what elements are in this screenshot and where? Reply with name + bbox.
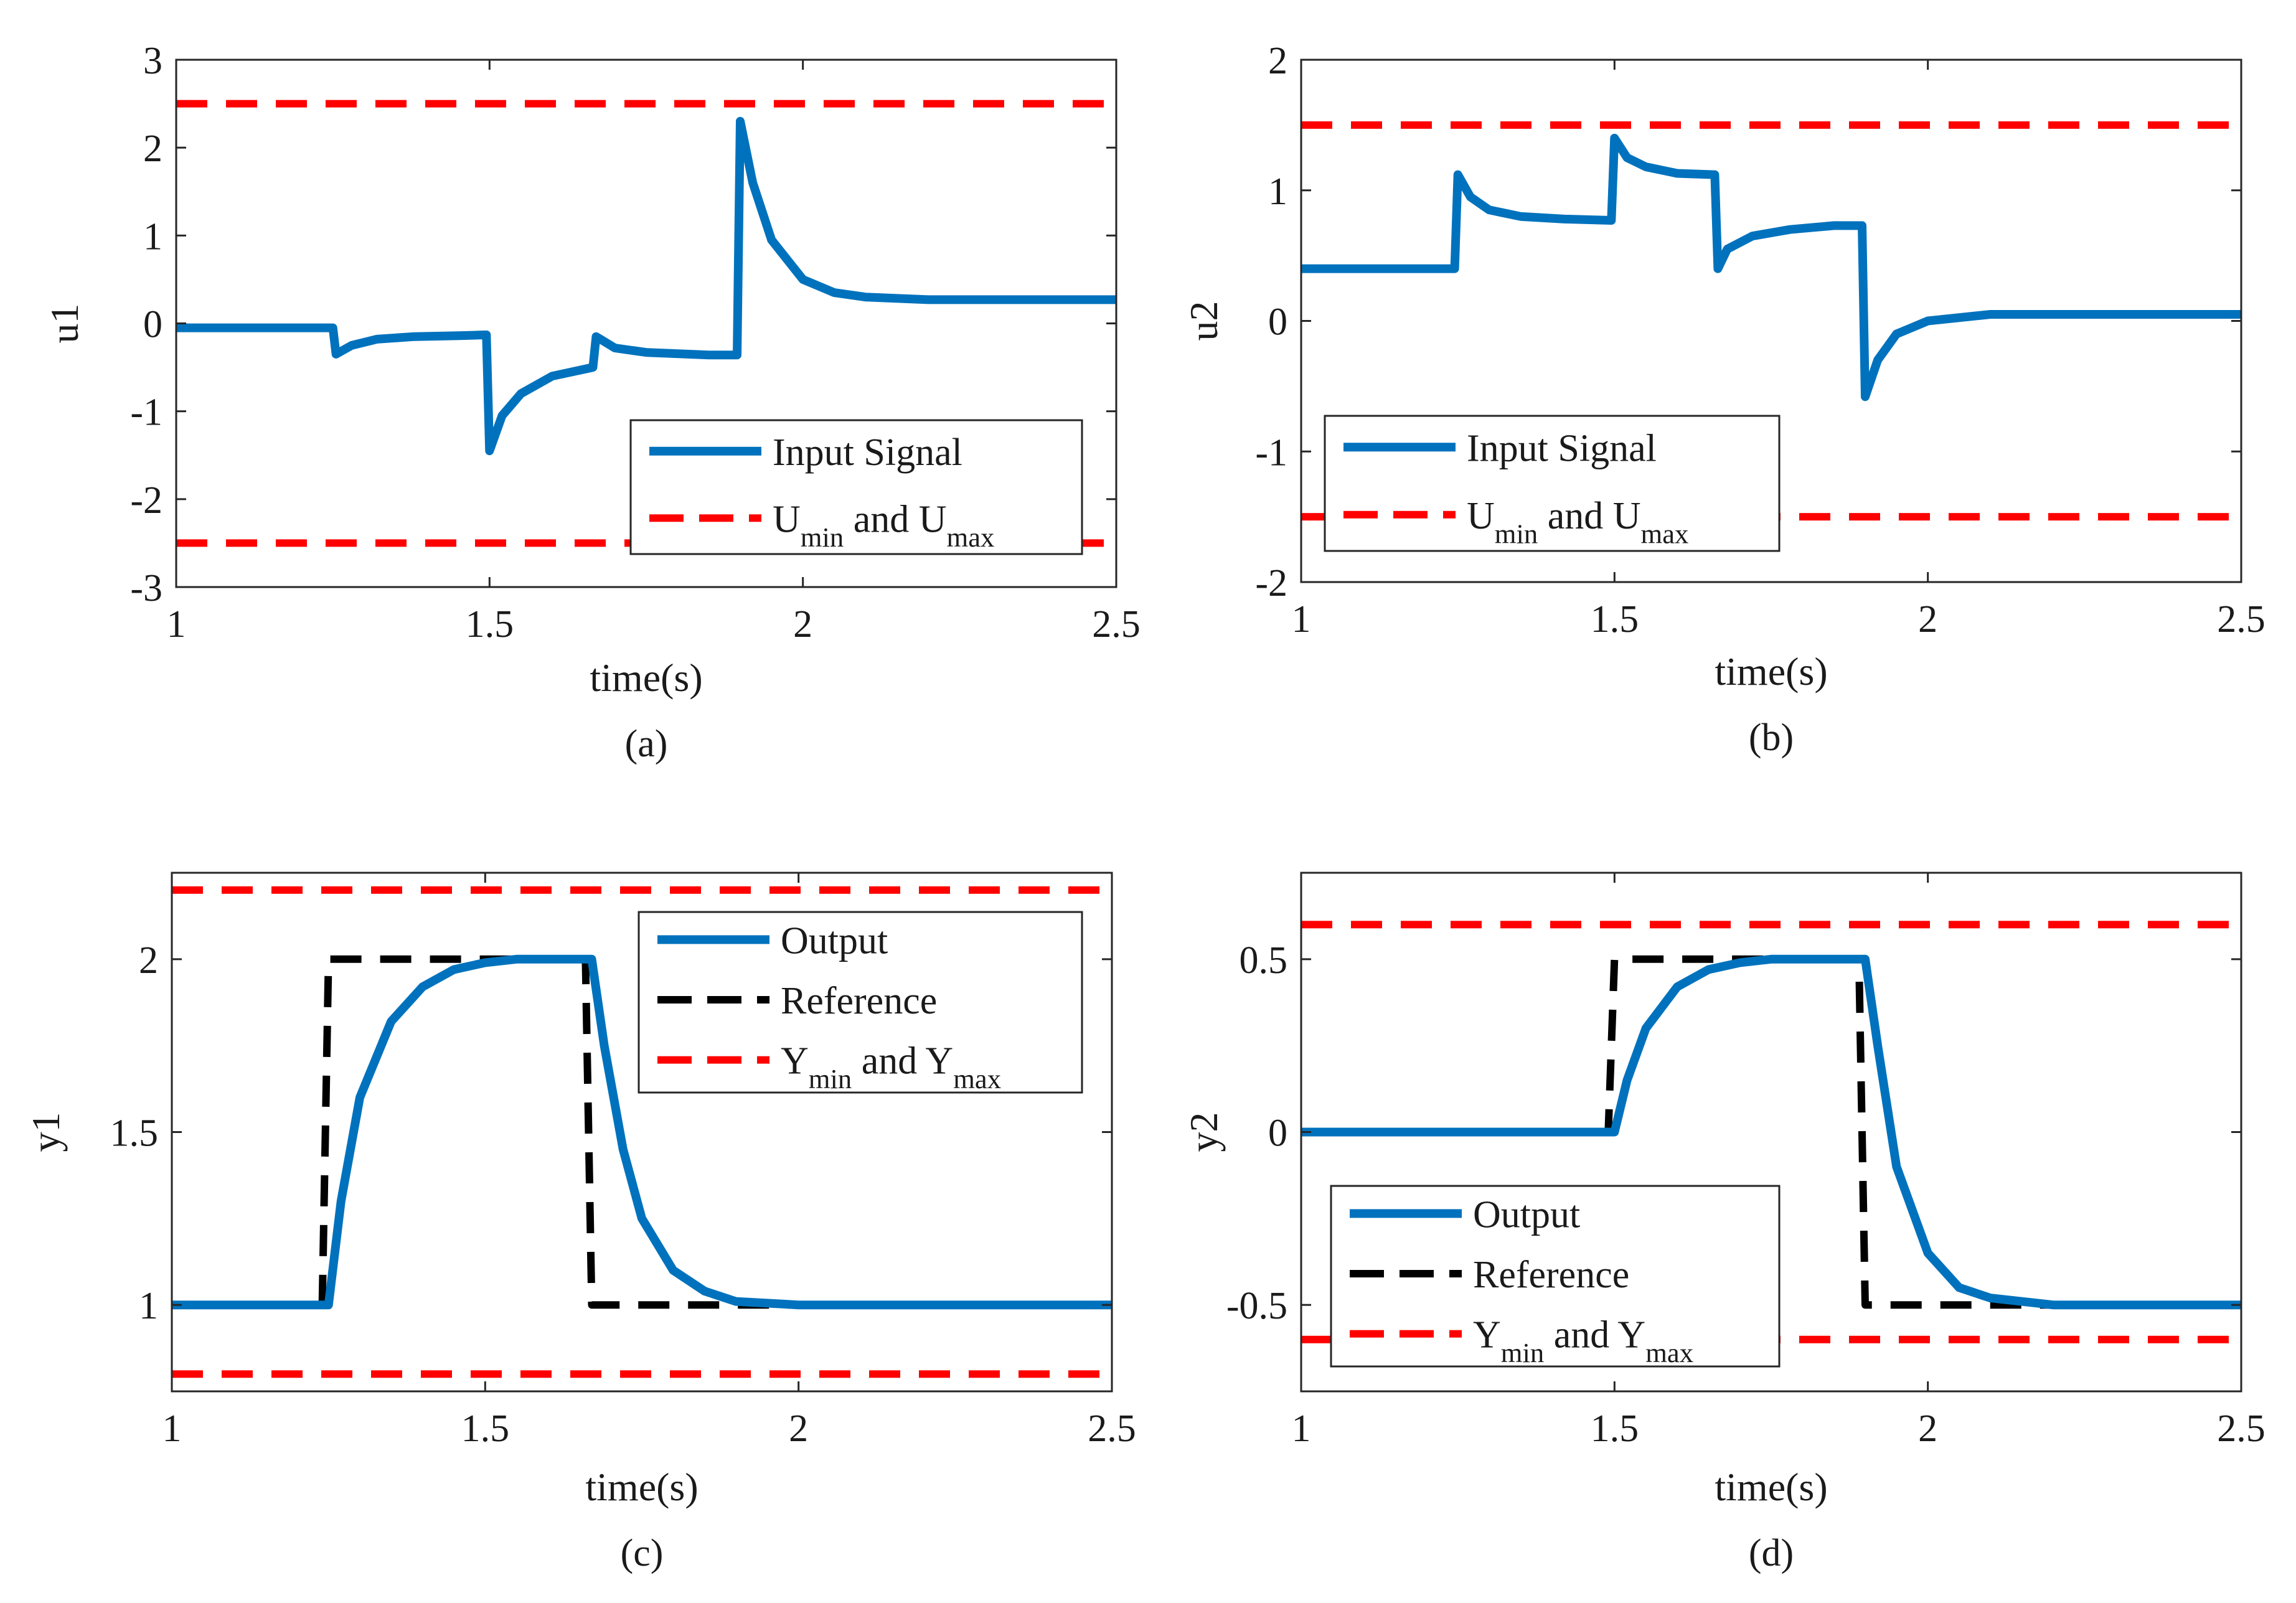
legend-label: Output xyxy=(1473,1193,1580,1236)
y-axis-label: u1 xyxy=(42,304,87,344)
panel-caption: (c) xyxy=(621,1532,664,1574)
x-tick-label: 2.5 xyxy=(2217,598,2265,641)
y-tick-label: 2 xyxy=(139,939,158,982)
x-tick-label: 2 xyxy=(793,603,812,646)
x-tick-label: 2 xyxy=(1918,598,1937,641)
y-tick-label: -1 xyxy=(130,392,162,434)
y-axis-label: y2 xyxy=(1182,1112,1226,1152)
y-tick-label: 0 xyxy=(1268,301,1287,344)
legend-label: Umin and Umax xyxy=(773,498,994,553)
chart-a: 1 1.5 2 2.5 -3 -2 -1 0 1 2 3 time(s) u1 (a) Input Sign… xyxy=(42,40,1141,765)
legend-label: Input Signal xyxy=(1467,427,1657,469)
y-tick-label: 2 xyxy=(143,128,162,170)
legend: Input Signal Umin and Umax xyxy=(629,419,1083,555)
x-axis-label: time(s) xyxy=(1715,649,1827,693)
x-tick-label: 1.5 xyxy=(1591,598,1639,641)
legend: Output Reference Ymin and Ymax xyxy=(1330,1185,1781,1369)
x-tick-label: 1 xyxy=(167,603,186,646)
y-tick-label: -1 xyxy=(1255,431,1287,474)
legend: Output Reference Ymin and Ymax xyxy=(638,911,1083,1095)
legend-box xyxy=(629,419,1083,555)
series-output xyxy=(1301,954,2241,1310)
y-tick-label: -3 xyxy=(130,567,162,609)
legend-label: Output xyxy=(781,919,888,962)
panel-caption: (d) xyxy=(1749,1532,1794,1574)
x-tick-label: 2.5 xyxy=(1088,1408,1136,1450)
plot-area xyxy=(172,886,1112,1378)
series-output xyxy=(172,954,1112,1310)
x-tick-label: 1 xyxy=(1292,598,1311,641)
y-tick-label: -0.5 xyxy=(1226,1285,1287,1327)
x-tick-label: 1.5 xyxy=(1591,1408,1639,1450)
x-axis-label: time(s) xyxy=(1715,1465,1827,1509)
x-axis-label: time(s) xyxy=(590,656,702,700)
y-axis-label: y1 xyxy=(24,1112,68,1152)
x-tick-label: 1.5 xyxy=(461,1408,510,1450)
y-tick-label: -2 xyxy=(1255,562,1287,604)
series-input-signal xyxy=(176,116,1116,456)
panel-caption: (b) xyxy=(1749,717,1794,759)
chart-d: 1 1.5 2 2.5 -0.5 0 0.5 time(s) y2 (d) Output Refere… xyxy=(1182,872,2265,1574)
legend-label: Umin and Umax xyxy=(1467,495,1688,550)
x-axis-label: time(s) xyxy=(585,1465,698,1509)
legend-label: Input Signal xyxy=(773,431,962,474)
panel-caption: (a) xyxy=(625,723,668,765)
legend-box xyxy=(1324,415,1781,552)
x-tick-label: 1 xyxy=(162,1408,182,1450)
y-tick-label: 1.5 xyxy=(110,1112,159,1155)
x-tick-label: 2.5 xyxy=(1092,603,1141,646)
legend-label: Reference xyxy=(1473,1254,1629,1296)
legend-label: Ymin and Ymax xyxy=(1473,1314,1693,1369)
y-tick-label: 2 xyxy=(1268,40,1287,82)
y-tick-label: 1 xyxy=(139,1285,158,1327)
legend-label: Ymin and Ymax xyxy=(781,1040,1001,1095)
y-tick-label: 1 xyxy=(143,215,162,258)
chart-b: 1 1.5 2 2.5 -2 -1 0 1 2 time(s) u2 (b) Input Signal U… xyxy=(1182,40,2265,759)
legend: Input Signal Umin and Umax xyxy=(1324,415,1781,552)
y-tick-label: 0 xyxy=(1268,1112,1287,1155)
chart-c: 1 1.5 2 2.5 1 1.5 2 time(s) y1 (c) Output Reference… xyxy=(24,872,1136,1574)
y-tick-label: 0.5 xyxy=(1240,939,1288,982)
x-tick-label: 2.5 xyxy=(2217,1408,2265,1450)
y-tick-label: 0 xyxy=(143,304,162,346)
legend-label: Reference xyxy=(781,980,937,1022)
x-tick-label: 2 xyxy=(1918,1408,1937,1450)
x-tick-label: 2 xyxy=(789,1408,808,1450)
y-tick-label: 1 xyxy=(1268,171,1287,213)
x-tick-label: 1 xyxy=(1292,1408,1311,1450)
y-tick-label: -2 xyxy=(130,479,162,522)
y-tick-label: 3 xyxy=(143,40,162,82)
y-axis-label: u2 xyxy=(1182,301,1226,341)
series-input-signal xyxy=(1301,133,2241,402)
x-tick-label: 1.5 xyxy=(466,603,514,646)
